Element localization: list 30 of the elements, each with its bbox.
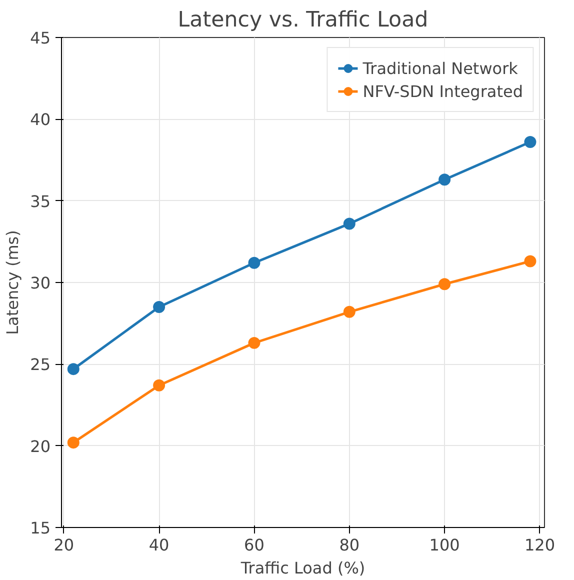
y-tick-label: 40 — [30, 110, 50, 130]
x-tick-label: 100 — [429, 536, 460, 554]
legend-label: Traditional Network — [362, 58, 518, 78]
y-tick-label: 30 — [30, 274, 50, 292]
legend-label: NFV-SDN Integrated — [362, 82, 523, 100]
y-tick-label: 15 — [30, 518, 50, 538]
point — [153, 301, 166, 313]
point — [67, 436, 80, 449]
point — [524, 136, 536, 148]
point — [343, 218, 356, 230]
y-tick-label: 25 — [30, 355, 50, 374]
y-tick-label: 20 — [30, 436, 50, 456]
point — [524, 255, 536, 268]
x-tick-label: 120 — [524, 536, 556, 554]
point — [438, 174, 451, 186]
point — [438, 278, 451, 290]
point — [67, 363, 80, 376]
y-tick-label: 35 — [30, 192, 50, 211]
point — [153, 379, 166, 392]
x-tick-label: 80 — [339, 536, 360, 554]
y-axis-title: Latency (ms) — [3, 230, 22, 335]
point — [248, 256, 260, 269]
point — [248, 336, 260, 349]
point — [343, 306, 356, 318]
x-tick-label: 20 — [54, 536, 74, 554]
y-tick-label: 45 — [30, 28, 50, 48]
chart-title: Latency vs. Traffic Load — [178, 8, 428, 32]
x-tick-label: 40 — [148, 536, 170, 554]
x-axis-title: Traffic Load (%) — [240, 558, 366, 578]
x-tick-label: 60 — [244, 536, 264, 554]
